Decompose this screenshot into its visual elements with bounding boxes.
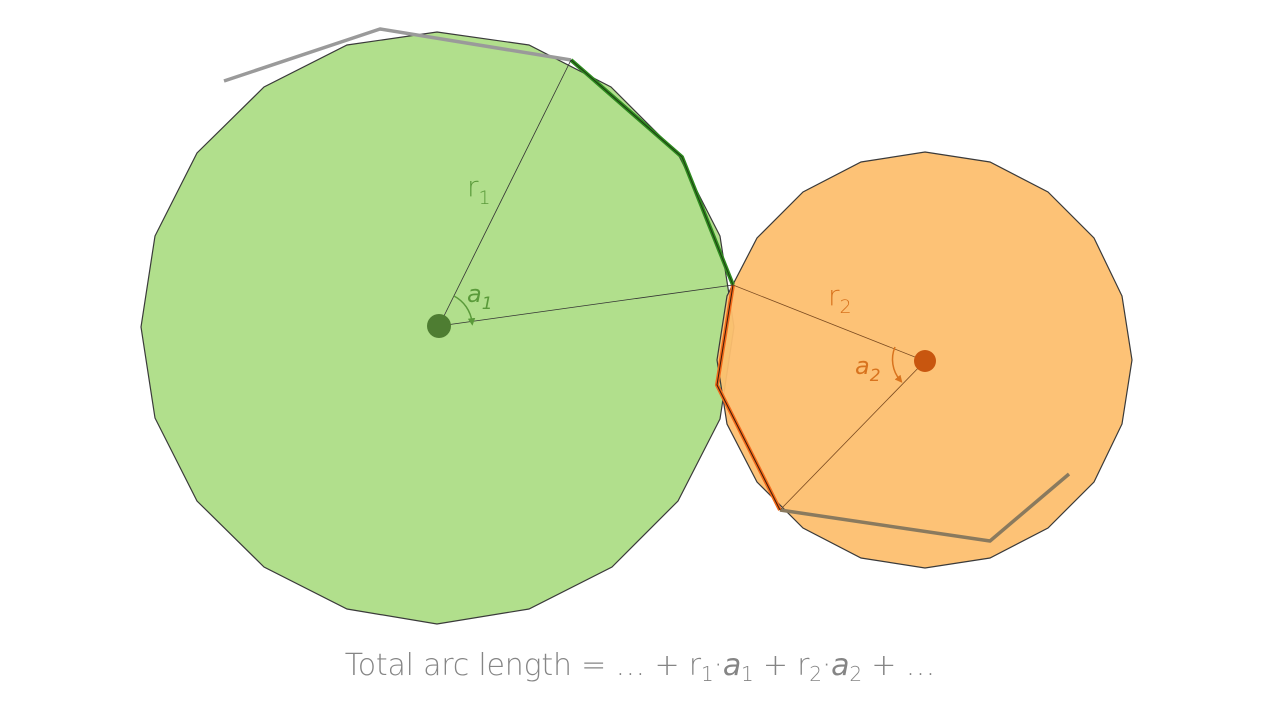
orange-arc-outline (716, 284, 781, 511)
green-arc-outline (570, 59, 734, 286)
angle-a2-arc (891, 346, 903, 383)
angle-a1-arc (453, 295, 476, 326)
green-center-dot (427, 314, 451, 338)
formula-prefix: Total arc length = … + r (344, 648, 701, 683)
formula-suffix: + … (871, 648, 936, 683)
formula-sub-a1: 1 (741, 662, 754, 686)
gray-path-top (223, 27, 572, 83)
radius-r1-line (438, 59, 572, 327)
formula-dot1: · (713, 648, 723, 683)
gray-path-bottom (779, 472, 1071, 543)
formula-plus-r2: + r (753, 648, 810, 683)
radius-r2-line (732, 284, 926, 362)
formula-dot2: · (821, 648, 832, 683)
label-r1: r1 (467, 170, 491, 209)
orange-center-dot (914, 350, 936, 372)
label-r2: r2 (828, 279, 852, 318)
formula-a2: a (831, 648, 850, 683)
label-a2: a2 (855, 352, 881, 386)
formula-sub-r1: 1 (700, 662, 714, 686)
formula-total-arc-length: Total arc length = … + r1·a1 + r2·a2 + … (0, 648, 1280, 686)
radius-orange-lower-line (779, 360, 926, 511)
radius-green-contact-line (438, 284, 734, 327)
formula-a1: a (722, 648, 741, 683)
formula-sub-a2: 2 (849, 662, 862, 686)
formula-sub-r2: 2 (809, 662, 822, 686)
label-a1: a1 (467, 280, 493, 314)
